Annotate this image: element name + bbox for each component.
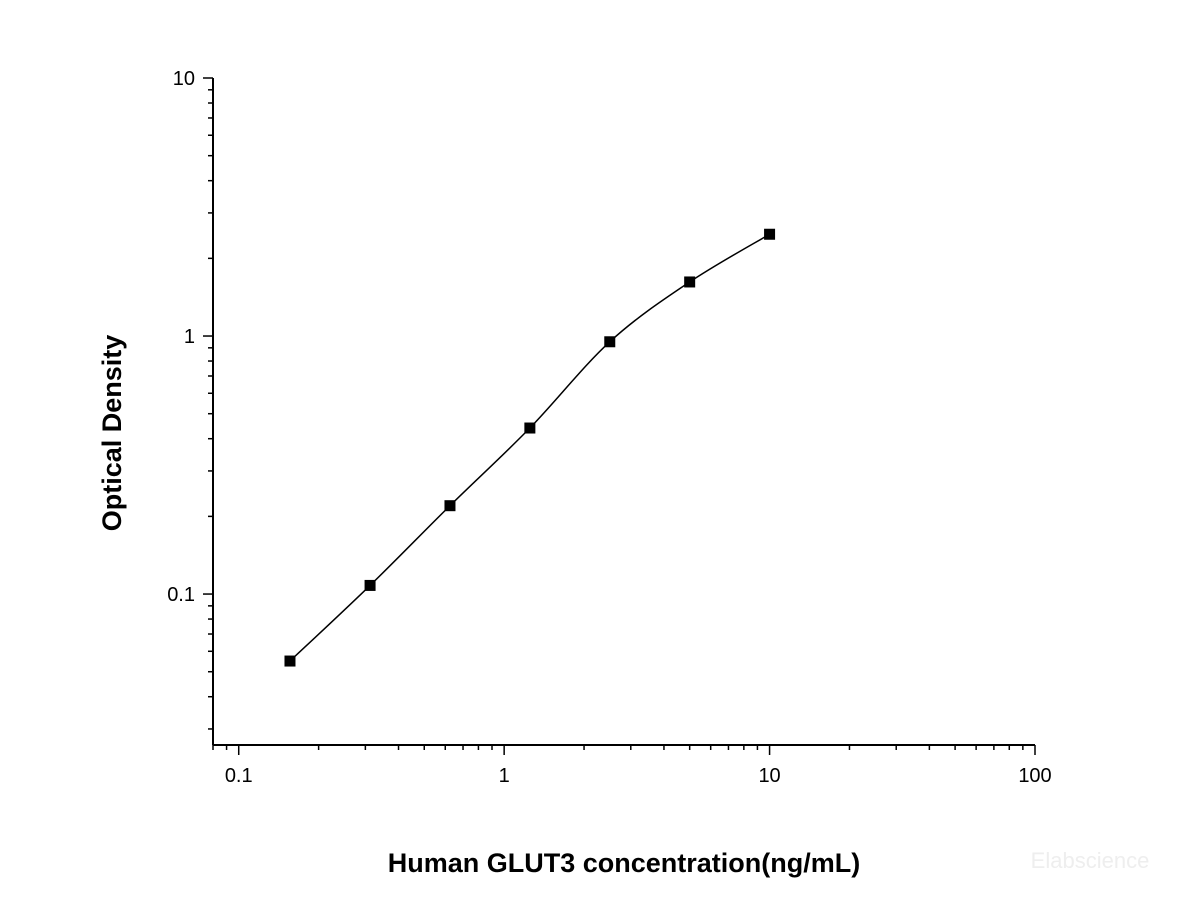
data-point — [684, 276, 696, 288]
watermark: Elabscience — [1031, 848, 1150, 873]
x-tick-label: 0.1 — [225, 765, 253, 787]
data-point — [524, 422, 536, 434]
data-point — [284, 655, 296, 667]
data-point — [444, 500, 456, 512]
y-axis-title: Optical Density — [97, 335, 127, 532]
x-tick-label: 1 — [499, 765, 510, 787]
data-point — [364, 579, 376, 591]
axes — [212, 78, 1035, 746]
y-tick-label: 0.1 — [167, 584, 195, 606]
fit-curve — [289, 233, 770, 662]
y-tick-label: 1 — [184, 326, 195, 348]
x-axis-title: Human GLUT3 concentration(ng/mL) — [388, 848, 861, 878]
data-points — [284, 228, 776, 667]
data-point — [604, 336, 616, 348]
x-tick-label: 10 — [758, 765, 780, 787]
x-axis-tick-labels: 0.1 1 10 100 — [225, 765, 1052, 787]
y-tick-label: 10 — [173, 68, 195, 90]
y-axis-ticks — [203, 77, 213, 730]
data-point — [764, 228, 776, 240]
x-tick-label: 100 — [1018, 765, 1051, 787]
y-axis-tick-labels: 0.1 1 10 — [167, 68, 195, 606]
x-axis-ticks — [212, 745, 1036, 755]
